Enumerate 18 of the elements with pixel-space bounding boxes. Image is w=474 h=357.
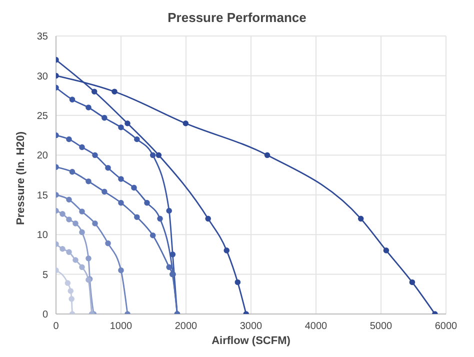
- x-tick-label: 5000: [370, 321, 393, 332]
- chart-title: Pressure Performance: [166, 9, 308, 27]
- x-tick-label: 2000: [174, 321, 198, 332]
- y-tick-label: 20: [36, 150, 48, 162]
- y-tick-label: 0: [42, 310, 48, 321]
- y-axis-title: Pressure (In. H20): [14, 131, 27, 225]
- y-tick-label: 35: [36, 32, 48, 43]
- y-tick-label: 30: [36, 71, 48, 82]
- x-axis-title: Airflow (SCFM): [212, 335, 291, 347]
- x-tick-label: 0: [53, 321, 60, 332]
- x-tick-label: 4000: [304, 321, 328, 332]
- x-tick-label: 6000: [434, 321, 458, 332]
- x-tick-label: 1000: [110, 321, 133, 332]
- x-tick-label: 3000: [240, 321, 263, 332]
- y-tick-label: 5: [42, 270, 48, 281]
- y-tick-label: 10: [36, 230, 48, 242]
- y-tick-label: 25: [36, 110, 48, 122]
- y-tick-label: 15: [36, 190, 48, 202]
